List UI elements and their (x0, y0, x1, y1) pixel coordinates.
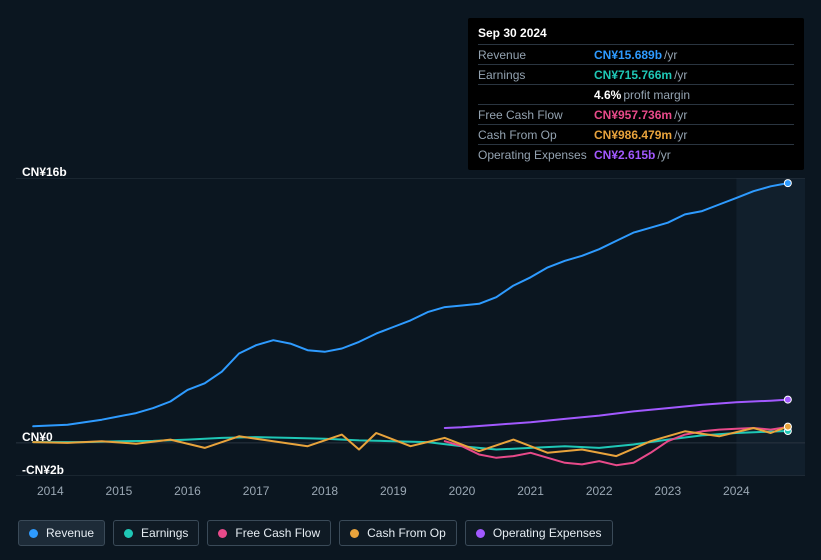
tooltip-row-suffix: profit margin (623, 88, 690, 102)
tooltip-row-suffix: /yr (657, 148, 670, 162)
legend-label: Free Cash Flow (235, 526, 320, 540)
chart-plot-area[interactable] (16, 178, 805, 476)
x-axis-label: 2014 (37, 484, 64, 498)
tooltip-row: EarningsCN¥715.766m /yr (478, 64, 794, 84)
x-axis-label: 2017 (243, 484, 270, 498)
tooltip-row-label: Free Cash Flow (478, 108, 594, 122)
legend: Revenue Earnings Free Cash Flow Cash From O… (18, 520, 613, 546)
tooltip-row-value: CN¥957.736m (594, 108, 672, 122)
tooltip-row-value: CN¥2.615b (594, 148, 655, 162)
tooltip-row-suffix: /yr (674, 128, 687, 142)
tooltip-row-value: CN¥15.689b (594, 48, 662, 62)
legend-dot (350, 529, 359, 538)
legend-item-earnings[interactable]: Earnings (113, 520, 199, 546)
tooltip-row: RevenueCN¥15.689b /yr (478, 44, 794, 64)
x-axis-label: 2020 (449, 484, 476, 498)
x-axis-label: 2024 (723, 484, 750, 498)
tooltip-row: 4.6% profit margin (478, 84, 794, 104)
legend-label: Cash From Op (367, 526, 446, 540)
legend-label: Revenue (46, 526, 94, 540)
tooltip-row-label: Operating Expenses (478, 148, 594, 162)
legend-item-cash-from-op[interactable]: Cash From Op (339, 520, 457, 546)
tooltip-row-label: Cash From Op (478, 128, 594, 142)
tooltip-row-label: Earnings (478, 68, 594, 82)
tooltip-row-suffix: /yr (674, 108, 687, 122)
legend-dot (476, 529, 485, 538)
x-axis-label: 2018 (311, 484, 338, 498)
legend-item-operating-expenses[interactable]: Operating Expenses (465, 520, 613, 546)
legend-dot (124, 529, 133, 538)
x-axis-label: 2016 (174, 484, 201, 498)
x-axis-label: 2015 (106, 484, 133, 498)
legend-item-free-cash-flow[interactable]: Free Cash Flow (207, 520, 331, 546)
legend-label: Earnings (141, 526, 188, 540)
x-axis-label: 2022 (586, 484, 613, 498)
tooltip-row-value: CN¥715.766m (594, 68, 672, 82)
tooltip-row-label: Revenue (478, 48, 594, 62)
tooltip-date: Sep 30 2024 (478, 26, 794, 40)
chart-tooltip: Sep 30 2024 RevenueCN¥15.689b /yrEarning… (468, 18, 804, 170)
tooltip-row: Cash From OpCN¥986.479m /yr (478, 124, 794, 144)
tooltip-row-suffix: /yr (664, 48, 677, 62)
tooltip-row: Free Cash FlowCN¥957.736m /yr (478, 104, 794, 124)
tooltip-row: Operating ExpensesCN¥2.615b /yr (478, 144, 794, 164)
legend-item-revenue[interactable]: Revenue (18, 520, 105, 546)
tooltip-row-value: 4.6% (594, 88, 621, 102)
legend-label: Operating Expenses (493, 526, 602, 540)
tooltip-row-suffix: /yr (674, 68, 687, 82)
x-axis-label: 2021 (517, 484, 544, 498)
x-axis-label: 2023 (654, 484, 681, 498)
legend-dot (29, 529, 38, 538)
x-axis-label: 2019 (380, 484, 407, 498)
y-axis-label: CN¥16b (22, 165, 67, 179)
tooltip-row-value: CN¥986.479m (594, 128, 672, 142)
legend-dot (218, 529, 227, 538)
